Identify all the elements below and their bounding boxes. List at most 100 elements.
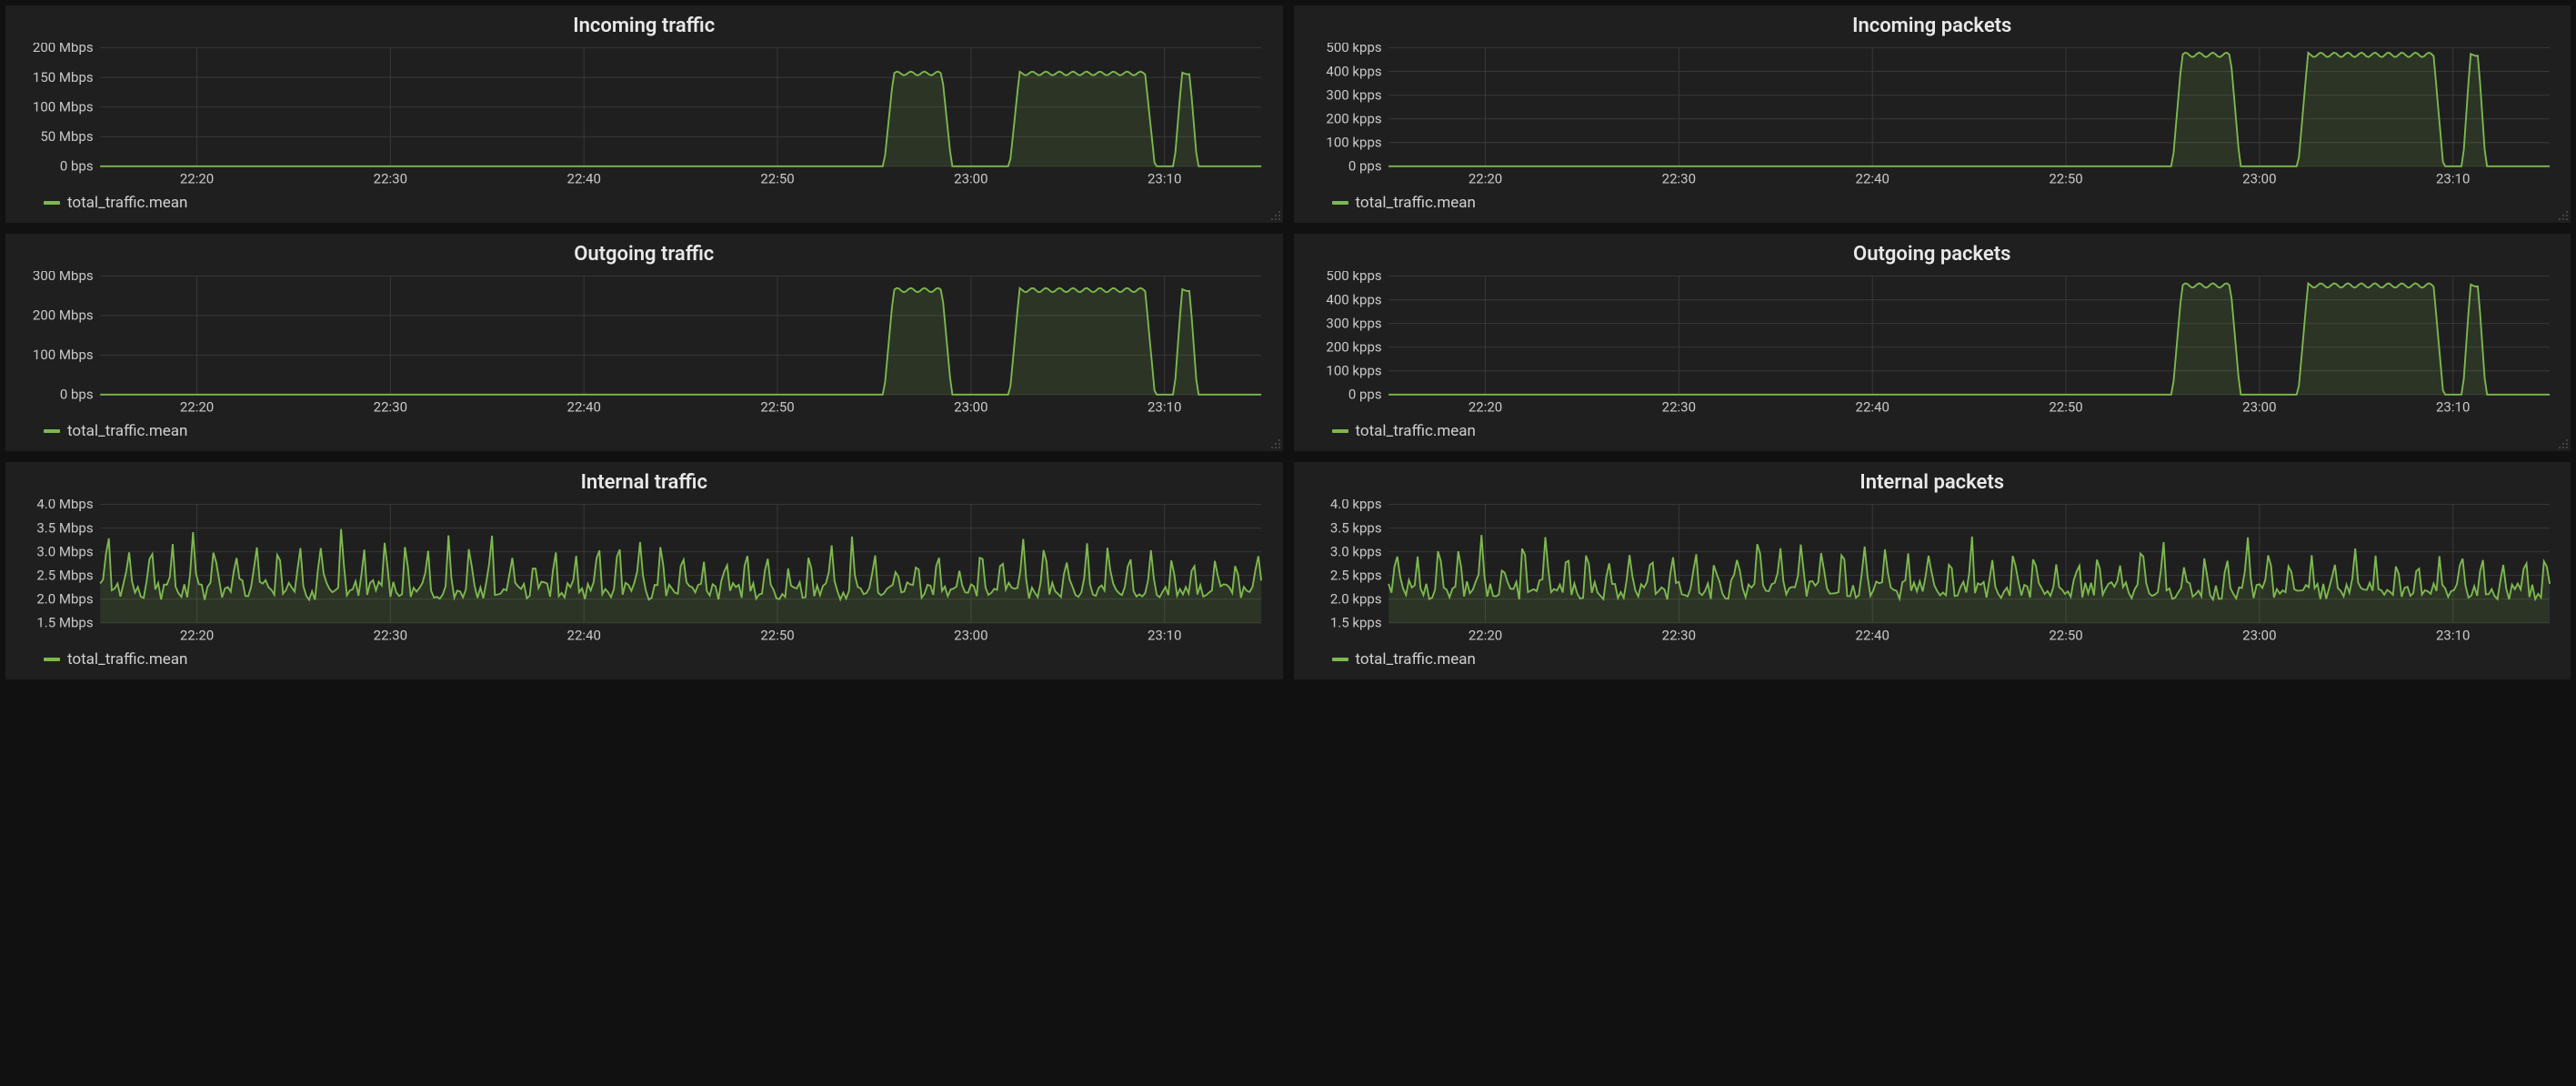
- svg-text:23:10: 23:10: [1148, 627, 1181, 643]
- panel-incoming-packets[interactable]: Incoming packets 0 pps 100 kpps 200 kpps 300…: [1294, 5, 2571, 223]
- svg-text:500 kpps: 500 kpps: [1326, 271, 1381, 284]
- legend-swatch: [44, 429, 60, 433]
- legend-label: total_traffic.mean: [67, 194, 187, 212]
- svg-text:23:10: 23:10: [2436, 170, 2470, 186]
- legend-label: total_traffic.mean: [1356, 194, 1476, 212]
- panel-title: Internal traffic: [18, 471, 1270, 494]
- svg-text:2.0 kpps: 2.0 kpps: [1329, 590, 1381, 607]
- svg-text:23:10: 23:10: [1148, 398, 1181, 415]
- svg-text:22:40: 22:40: [567, 170, 601, 186]
- svg-text:23:10: 23:10: [2436, 627, 2470, 643]
- panel-outgoing-packets[interactable]: Outgoing packets0 pps100 kpps200 kpps300…: [1294, 234, 2571, 451]
- legend[interactable]: total_traffic.mean: [18, 194, 1270, 212]
- svg-text:0 pps: 0 pps: [1348, 387, 1381, 403]
- svg-text:200 Mbps: 200 Mbps: [33, 43, 94, 55]
- legend[interactable]: total_traffic.mean: [1307, 422, 2559, 440]
- svg-text:500 kpps: 500 kpps: [1326, 43, 1381, 55]
- svg-text:200 Mbps: 200 Mbps: [33, 307, 94, 324]
- chart-area[interactable]: 0 pps 100 kpps 200 kpps 300 kpps 400 kpps 500…: [1307, 43, 2559, 188]
- svg-text:22:30: 22:30: [1661, 398, 1695, 415]
- panel-title: Incoming traffic: [18, 15, 1270, 37]
- svg-text:22:40: 22:40: [567, 398, 601, 415]
- resize-handle-icon[interactable]: [2557, 437, 2568, 448]
- chart-area[interactable]: 1.5 Mbps 2.0 Mbps 2.5 Mbps 3.0 Mbps 3.5 Mbps…: [18, 499, 1270, 645]
- chart-area[interactable]: 1.5 kpps 2.0 kpps 2.5 kpps 3.0 kpps 3.5 kpps…: [1307, 499, 2559, 645]
- svg-text:400 kpps: 400 kpps: [1326, 63, 1381, 79]
- svg-text:150 Mbps: 150 Mbps: [33, 69, 94, 85]
- svg-text:22:30: 22:30: [1661, 170, 1695, 186]
- svg-text:3.5 kpps: 3.5 kpps: [1329, 519, 1381, 536]
- svg-text:0 pps: 0 pps: [1348, 158, 1381, 175]
- legend[interactable]: total_traffic.mean: [1307, 650, 2559, 669]
- svg-text:300 kpps: 300 kpps: [1326, 86, 1381, 103]
- svg-text:50 Mbps: 50 Mbps: [40, 128, 93, 145]
- svg-text:22:50: 22:50: [2049, 398, 2082, 415]
- svg-text:2.5 Mbps: 2.5 Mbps: [36, 567, 93, 583]
- panel-title: Incoming packets: [1307, 15, 2559, 37]
- legend[interactable]: total_traffic.mean: [1307, 194, 2559, 212]
- svg-text:23:00: 23:00: [954, 627, 987, 643]
- svg-text:100 kpps: 100 kpps: [1326, 362, 1381, 378]
- legend[interactable]: total_traffic.mean: [18, 422, 1270, 440]
- svg-text:2.0 Mbps: 2.0 Mbps: [36, 590, 93, 607]
- legend-label: total_traffic.mean: [67, 422, 187, 440]
- svg-text:100 kpps: 100 kpps: [1326, 134, 1381, 150]
- svg-text:22:40: 22:40: [1855, 398, 1889, 415]
- svg-text:22:20: 22:20: [1468, 398, 1501, 415]
- svg-text:4.0 kpps: 4.0 kpps: [1329, 499, 1381, 512]
- svg-text:22:20: 22:20: [1468, 627, 1501, 643]
- svg-text:22:50: 22:50: [2049, 170, 2082, 186]
- svg-text:200 kpps: 200 kpps: [1326, 338, 1381, 355]
- svg-text:23:00: 23:00: [2242, 627, 2276, 643]
- panel-outgoing-traffic[interactable]: Outgoing traffic 0 bps 100 Mbps 200 Mbps 300…: [5, 234, 1283, 451]
- svg-text:400 kpps: 400 kpps: [1326, 291, 1381, 307]
- svg-text:3.5 Mbps: 3.5 Mbps: [36, 519, 93, 536]
- legend-swatch: [44, 658, 60, 661]
- svg-text:22:40: 22:40: [567, 627, 601, 643]
- svg-text:22:50: 22:50: [760, 170, 794, 186]
- svg-text:22:20: 22:20: [180, 170, 214, 186]
- svg-text:23:00: 23:00: [2242, 170, 2276, 186]
- resize-handle-icon[interactable]: [1269, 437, 1280, 448]
- svg-text:22:30: 22:30: [374, 398, 407, 415]
- svg-text:22:20: 22:20: [1468, 170, 1501, 186]
- svg-text:23:00: 23:00: [954, 170, 987, 186]
- dashboard-grid: Incoming traffic 0 bps 50 Mbps 100 Mbps 150 …: [0, 0, 2576, 685]
- panel-internal-packets[interactable]: Internal packets 1.5 kpps 2.0 kpps 2.5 kpps…: [1294, 462, 2571, 679]
- resize-handle-icon[interactable]: [2557, 209, 2568, 220]
- svg-text:300 Mbps: 300 Mbps: [33, 271, 94, 284]
- svg-text:3.0 kpps: 3.0 kpps: [1329, 543, 1381, 559]
- svg-text:22:30: 22:30: [374, 170, 407, 186]
- svg-text:1.5 kpps: 1.5 kpps: [1329, 615, 1381, 631]
- svg-text:1.5 Mbps: 1.5 Mbps: [36, 615, 93, 631]
- chart-area[interactable]: 0 bps 100 Mbps 200 Mbps 300 Mbps 22:20 22:30 2…: [18, 271, 1270, 417]
- legend-swatch: [44, 201, 60, 205]
- svg-text:0 bps: 0 bps: [60, 387, 94, 403]
- svg-text:0 bps: 0 bps: [60, 158, 94, 175]
- svg-text:22:40: 22:40: [1855, 627, 1889, 643]
- svg-text:100 Mbps: 100 Mbps: [33, 347, 94, 363]
- svg-text:23:00: 23:00: [2242, 398, 2276, 415]
- panel-title: Internal packets: [1307, 471, 2559, 494]
- svg-text:22:20: 22:20: [180, 398, 214, 415]
- resize-handle-icon[interactable]: [1269, 209, 1280, 220]
- svg-text:22:30: 22:30: [1661, 627, 1695, 643]
- svg-text:100 Mbps: 100 Mbps: [33, 98, 94, 115]
- svg-text:2.5 kpps: 2.5 kpps: [1329, 567, 1381, 583]
- svg-text:23:10: 23:10: [1148, 170, 1181, 186]
- svg-text:23:00: 23:00: [954, 398, 987, 415]
- legend[interactable]: total_traffic.mean: [18, 650, 1270, 669]
- legend-label: total_traffic.mean: [1356, 650, 1476, 669]
- svg-text:22:50: 22:50: [760, 398, 794, 415]
- svg-text:22:40: 22:40: [1855, 170, 1889, 186]
- chart-area[interactable]: 0 bps 50 Mbps 100 Mbps 150 Mbps 200 Mbps 22:2…: [18, 43, 1270, 188]
- panel-internal-traffic[interactable]: Internal traffic 1.5 Mbps 2.0 Mbps 2.5 Mbps…: [5, 462, 1283, 679]
- panel-title: Outgoing traffic: [18, 243, 1270, 266]
- svg-text:200 kpps: 200 kpps: [1326, 110, 1381, 126]
- legend-swatch: [1332, 201, 1348, 205]
- panel-incoming-traffic[interactable]: Incoming traffic 0 bps 50 Mbps 100 Mbps 150 …: [5, 5, 1283, 223]
- chart-area[interactable]: 0 pps100 kpps200 kpps300 kpps400 kpps500…: [1307, 271, 2559, 417]
- svg-text:3.0 Mbps: 3.0 Mbps: [36, 543, 93, 559]
- svg-text:22:50: 22:50: [2049, 627, 2082, 643]
- svg-text:23:10: 23:10: [2436, 398, 2470, 415]
